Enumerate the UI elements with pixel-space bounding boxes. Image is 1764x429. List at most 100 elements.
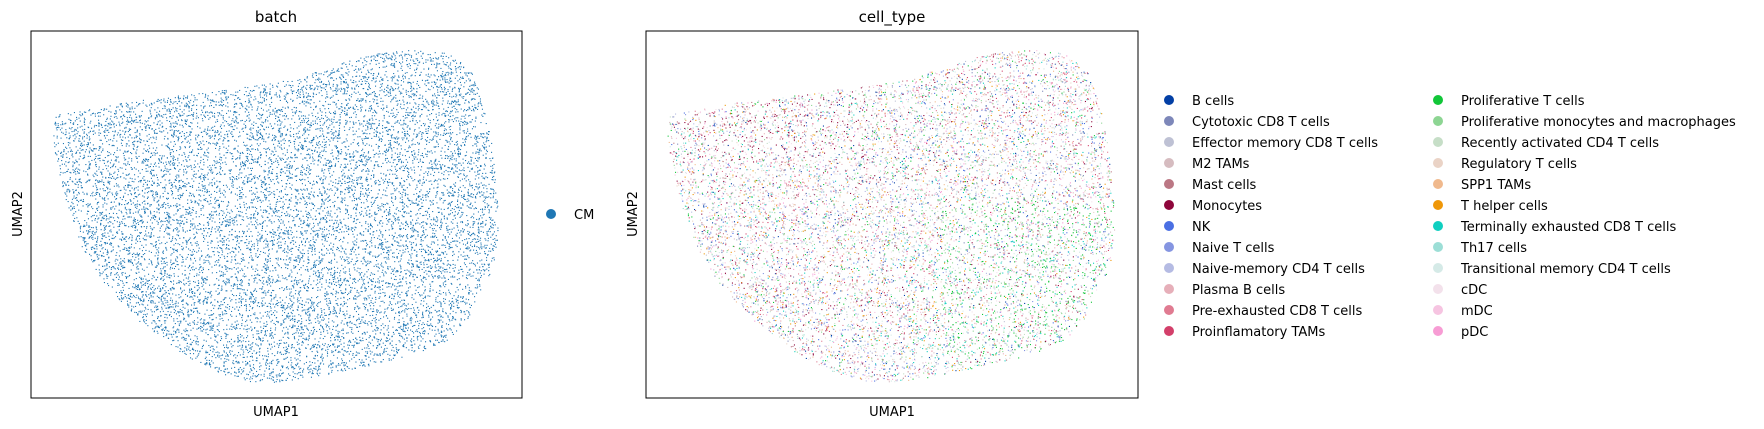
batch-point [82, 226, 84, 228]
batch-point [62, 181, 64, 183]
batch-point [139, 276, 141, 278]
batch-point [349, 178, 351, 180]
batch-point [340, 369, 342, 371]
batch-point [364, 165, 366, 167]
batch-point [116, 194, 118, 196]
batch-point [449, 103, 451, 105]
batch-point [342, 76, 344, 78]
batch-point [181, 292, 183, 294]
batch-point [402, 205, 404, 207]
batch-point [169, 161, 171, 163]
batch-point [467, 255, 469, 257]
batch-point [291, 247, 293, 249]
batch-point [221, 127, 223, 129]
batch-point [256, 160, 258, 162]
batch-point [366, 96, 368, 98]
batch-point [295, 208, 297, 210]
batch-point [183, 169, 185, 171]
batch-point [224, 220, 226, 222]
batch-point [171, 109, 173, 111]
batch-point [401, 285, 403, 287]
batch-point [379, 220, 381, 222]
batch-point [348, 233, 350, 235]
batch-point [454, 191, 456, 193]
batch-point [420, 109, 422, 111]
batch-point [470, 99, 472, 101]
batch-point [225, 337, 227, 339]
batch-point [87, 174, 89, 176]
batch-point [162, 276, 164, 278]
batch-point [272, 86, 274, 88]
batch-point [380, 209, 382, 211]
batch-point [443, 184, 445, 186]
batch-point [335, 182, 337, 184]
batch-point [78, 191, 80, 193]
batch-point [82, 199, 84, 201]
batch-point [181, 216, 183, 218]
batch-point [225, 283, 227, 285]
batch-point [445, 139, 447, 141]
batch-point [380, 318, 382, 320]
batch-point [340, 83, 342, 85]
batch-point [414, 324, 416, 326]
batch-point [241, 119, 243, 121]
batch-point [128, 253, 130, 255]
batch-point [218, 252, 220, 254]
batch-point [309, 85, 311, 87]
batch-point [152, 217, 154, 219]
batch-point [358, 145, 360, 147]
batch-point [131, 243, 133, 245]
batch-point [492, 165, 494, 167]
batch-point [198, 93, 200, 95]
batch-point [317, 86, 319, 88]
batch-point [436, 202, 438, 204]
batch-point [316, 182, 318, 184]
batch-point [465, 224, 467, 226]
batch-point [231, 276, 233, 278]
batch-point [128, 294, 130, 296]
batch-point [325, 101, 327, 103]
batch-point [83, 238, 85, 240]
batch-point [373, 73, 375, 75]
batch-point [432, 57, 434, 59]
batch-point [413, 235, 415, 237]
batch-point [323, 229, 325, 231]
batch-point [379, 153, 381, 155]
batch-point [323, 309, 325, 311]
batch-point [327, 162, 329, 164]
batch-point [453, 295, 455, 297]
batch-point [346, 306, 348, 308]
batch-point [298, 257, 300, 259]
batch-point [125, 174, 127, 176]
batch-point [264, 178, 266, 180]
batch-point [423, 300, 425, 302]
batch-point [178, 297, 180, 299]
batch-point [367, 122, 369, 124]
batch-point [392, 238, 394, 240]
batch-point [431, 102, 433, 104]
batch-point [419, 275, 421, 277]
batch-point [152, 193, 154, 195]
batch-point [368, 348, 370, 350]
batch-point [184, 185, 186, 187]
batch-point [298, 300, 300, 302]
batch-point [351, 344, 353, 346]
batch-point [494, 241, 496, 243]
batch-point [410, 257, 412, 259]
batch-point [437, 127, 439, 129]
batch-point [214, 228, 216, 230]
batch-point [271, 192, 273, 194]
batch-point [367, 89, 369, 91]
batch-point [157, 222, 159, 224]
batch-point [419, 331, 421, 333]
batch-point [156, 201, 158, 203]
batch-point [203, 194, 205, 196]
batch-point [335, 230, 337, 232]
batch-point [402, 78, 404, 80]
batch-point [194, 281, 196, 283]
batch-point [492, 197, 494, 199]
batch-point [364, 115, 366, 117]
batch-point [211, 211, 213, 213]
batch-point [477, 88, 479, 90]
batch-point [379, 296, 381, 298]
